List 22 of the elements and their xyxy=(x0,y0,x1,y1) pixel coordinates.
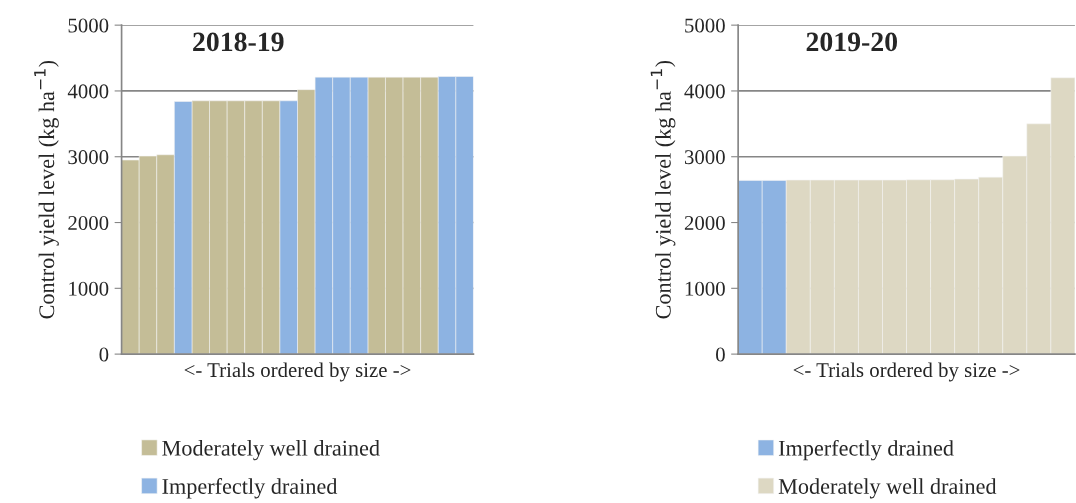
chart-title: 2019-20 xyxy=(806,32,898,52)
y-tick-label: 4000 xyxy=(67,84,109,99)
y-tick-label: 3000 xyxy=(68,150,109,165)
chart-title: 2018-19 xyxy=(193,32,284,52)
y-tick-label: 0 xyxy=(716,347,725,362)
y-tick-label: 1000 xyxy=(69,281,109,296)
legend-label: Moderately well drained xyxy=(162,440,380,461)
y-tick-label: 5000 xyxy=(68,18,109,33)
x-axis-title: <- Trials ordered by size -> xyxy=(184,362,411,382)
y-tick-label: 4000 xyxy=(684,84,725,99)
y-tick-label: 2000 xyxy=(684,215,725,230)
y-tick-label: 1000 xyxy=(685,281,725,296)
y-axis-title: Control yield level (kg ha$^{−1}$) xyxy=(650,60,676,319)
y-tick-label: 2000 xyxy=(68,215,109,230)
legend-label: Moderately well drained xyxy=(778,478,997,499)
legend-label: Imperfectly drained xyxy=(162,478,338,499)
x-axis-title: <- Trials ordered by size -> xyxy=(793,362,1020,382)
y-tick-label: 5000 xyxy=(685,18,725,33)
y-tick-label: 0 xyxy=(99,347,109,362)
legend-label: Imperfectly drained xyxy=(778,439,954,461)
y-axis-title: Control yield level (kg ha$^{−1}$) xyxy=(34,60,59,319)
y-tick-label: 3000 xyxy=(684,150,725,165)
